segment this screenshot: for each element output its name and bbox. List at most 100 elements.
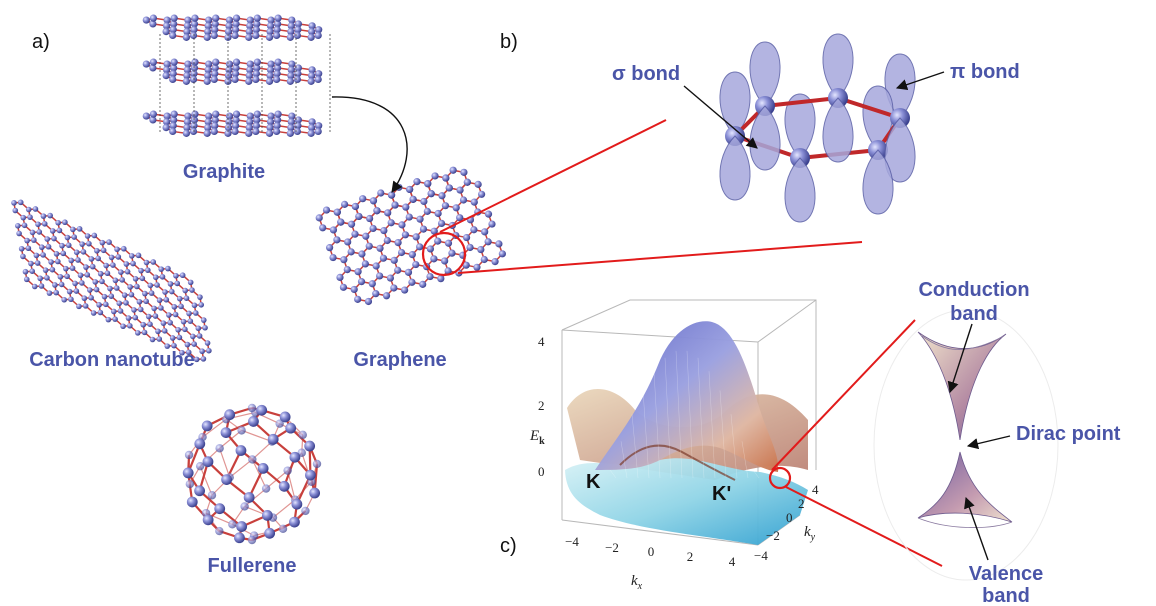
carbon-atom: [42, 267, 49, 273]
carbon-atom: [427, 190, 435, 198]
carbon-atom: [224, 129, 232, 137]
carbon-atom: [152, 274, 159, 281]
carbon-atom: [190, 122, 198, 130]
pi-orbital-upper-lobe: [822, 33, 854, 99]
carbon-atom: [147, 282, 154, 289]
mesh-line: [730, 414, 738, 479]
carbon-atom: [354, 268, 362, 276]
carbon-atom: [215, 444, 224, 453]
valence-cone: [917, 451, 1013, 523]
carbon-atom: [163, 16, 171, 24]
mesh-line: [708, 371, 716, 479]
carbon-atom: [235, 445, 247, 456]
carbon-atom: [314, 127, 322, 136]
carbon-atom: [210, 75, 218, 84]
carbon-atom: [387, 191, 396, 199]
carbon-atom: [266, 28, 274, 36]
carbon-atom: [32, 206, 39, 212]
carbon-atom: [265, 129, 274, 137]
carbon-atom: [187, 279, 194, 286]
conduction-label-line1: Conduction: [918, 279, 1029, 301]
carbon-atom: [170, 14, 178, 22]
carbon-atom: [212, 14, 220, 22]
carbon-atom: [326, 244, 334, 252]
mesh-line: [675, 350, 683, 479]
carbon-atom: [154, 282, 160, 288]
carbon-atom: [336, 273, 344, 282]
carbon-atom: [245, 72, 253, 80]
carbon-atom: [207, 491, 217, 500]
carbon-atom: [195, 461, 205, 471]
z-axis-label: Ek: [529, 428, 545, 447]
carbon-atom: [214, 503, 226, 515]
carbon-atom: [110, 262, 116, 268]
carbon-atom: [434, 209, 442, 218]
carbon-atom: [35, 221, 41, 228]
carbon-atom: [115, 254, 122, 260]
carbon-atom: [232, 58, 241, 66]
carbon-atom: [391, 201, 399, 209]
carbon-atom: [68, 296, 74, 303]
carbon-atom: [21, 222, 28, 229]
carbon-atom: [190, 333, 196, 340]
z-tick-4: 4: [538, 334, 545, 349]
carbon-atom: [162, 28, 170, 36]
carbon-atom: [473, 263, 481, 271]
carbon-atom: [459, 196, 468, 204]
carbon-atom: [329, 253, 337, 262]
carbon-atom: [167, 281, 174, 287]
carbon-atom: [463, 178, 471, 186]
carbon-atom: [355, 212, 363, 221]
carbon-atom: [76, 226, 83, 232]
carbon-atom: [23, 276, 30, 283]
carbon-atom: [183, 72, 191, 80]
carbon-atom: [304, 440, 316, 452]
carbon-atom: [347, 220, 356, 228]
carbon-atom: [66, 288, 73, 295]
carbon-atom: [286, 77, 294, 85]
carbon-atom: [307, 28, 316, 36]
carbon-atom: [470, 198, 478, 206]
carbon-atom: [170, 116, 178, 124]
carbon-atom: [273, 122, 281, 130]
carbon-atom: [187, 318, 194, 324]
carbon-atom: [285, 422, 297, 434]
carbon-atom: [24, 237, 30, 244]
x-tick-0: 0: [648, 544, 655, 559]
x-tick-4: 4: [729, 554, 736, 569]
carbon-atom: [205, 112, 213, 120]
carbon-atom: [128, 253, 135, 259]
fullerene-bond: [219, 448, 231, 478]
carbon-atom: [283, 466, 292, 475]
carbon-atom: [120, 245, 127, 252]
carbon-atom: [108, 254, 115, 261]
carbon-atom: [337, 218, 345, 226]
carbon-atom: [215, 526, 224, 536]
carbon-atom: [212, 58, 220, 66]
carbon-atom: [246, 112, 254, 120]
carbon-atom: [266, 118, 275, 126]
carbon-atom: [228, 520, 237, 529]
carbon-atom: [162, 289, 168, 295]
valence-label-line2: band: [982, 585, 1030, 606]
carbon-atom: [173, 272, 179, 279]
carbon-atom: [225, 60, 234, 68]
carbon-atom: [480, 255, 488, 264]
carbon-atom: [246, 118, 254, 126]
carbon-atom: [196, 333, 203, 339]
carbon-atom: [358, 250, 366, 258]
carbon-atom: [189, 287, 195, 293]
carbon-atom: [274, 110, 282, 118]
carbon-atom: [20, 214, 27, 221]
sigma-bond: [764, 96, 839, 108]
carbon-atom: [211, 64, 219, 72]
carbon-atom: [92, 279, 99, 285]
carbon-atom: [124, 268, 131, 275]
carbon-atom: [134, 283, 140, 290]
carbon-atom: [402, 203, 410, 211]
carbon-atom: [266, 72, 274, 80]
carbon-atom: [424, 180, 432, 188]
carbon-atom: [231, 75, 239, 84]
carbon-atom: [390, 256, 398, 264]
carbon-atom: [211, 70, 219, 78]
